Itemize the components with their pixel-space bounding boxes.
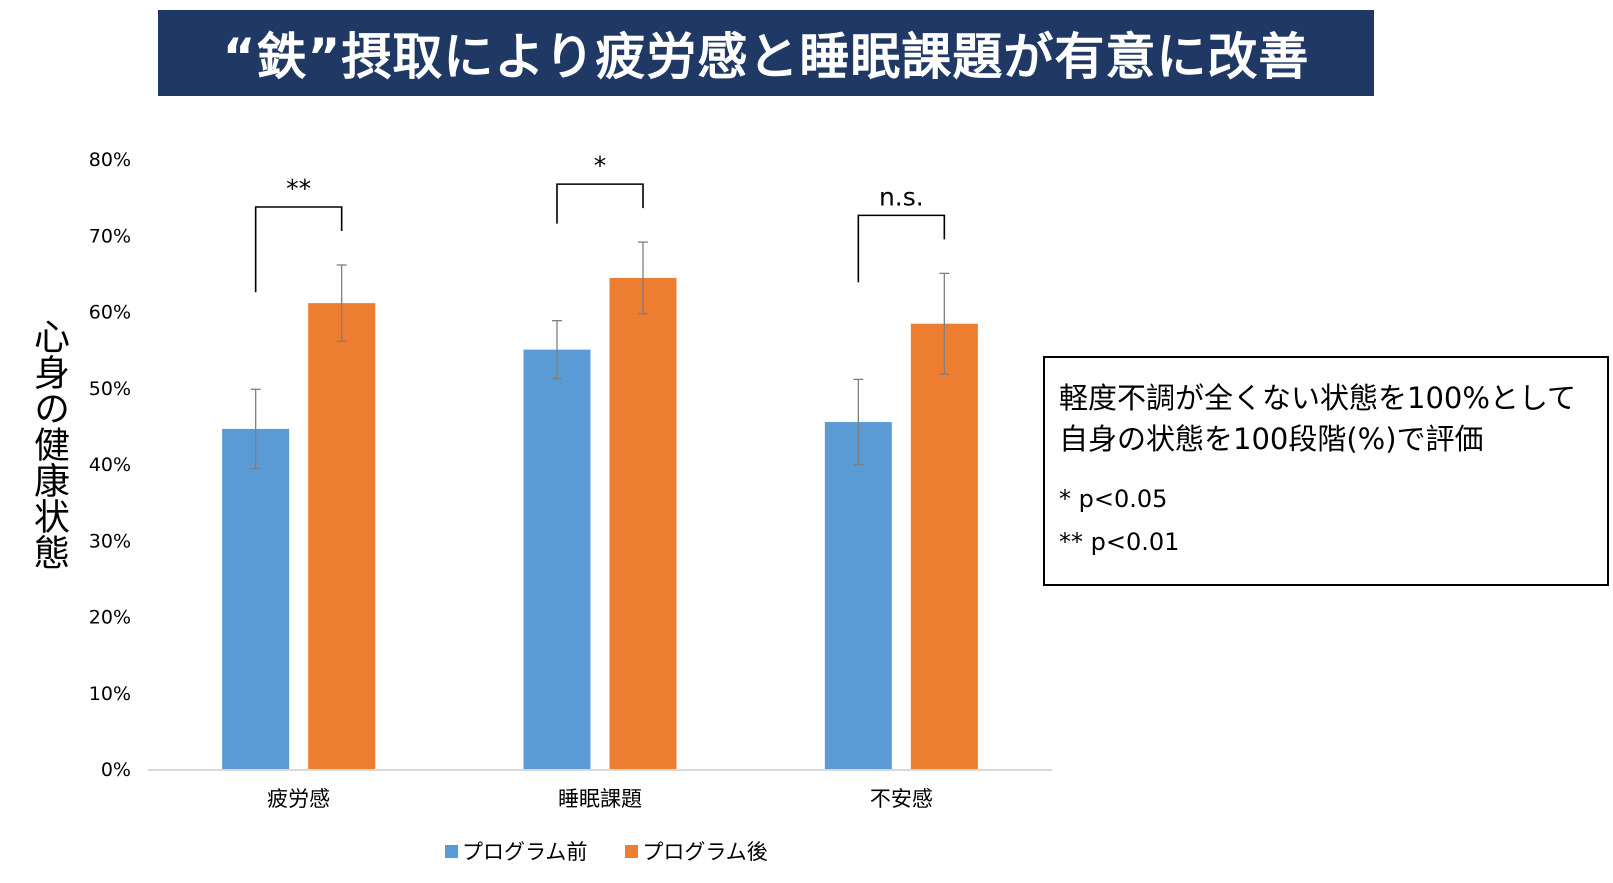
y-tick-label: 50% — [89, 378, 131, 400]
y-tick-label: 40% — [89, 454, 131, 476]
significance-label: * — [594, 151, 607, 180]
significance-note: * p<0.05 — [1059, 485, 1168, 513]
y-tick-label: 80% — [89, 149, 131, 171]
legend-swatch-after — [625, 844, 639, 858]
y-tick-label: 60% — [89, 302, 131, 324]
y-axis-label: 心身の健康状態 — [28, 318, 69, 570]
significance-note: ** p<0.01 — [1059, 528, 1180, 556]
y-tick-label: 0% — [101, 759, 131, 781]
bar — [523, 349, 591, 769]
x-tick-label: 疲労感 — [267, 787, 330, 811]
y-tick-label: 10% — [89, 683, 131, 705]
legend: プログラム前 プログラム後 — [445, 836, 806, 866]
legend-label-before: プログラム前 — [462, 840, 588, 864]
bar — [824, 422, 892, 769]
bar — [222, 428, 290, 769]
title-banner: “鉄”摂取により疲労感と睡眠課題が有意に改善 — [158, 10, 1374, 96]
significance-bracket — [556, 183, 644, 224]
bar — [609, 277, 677, 769]
significance-bracket — [254, 206, 343, 293]
legend-label-after: プログラム後 — [642, 840, 768, 864]
legend-swatch-before — [445, 844, 458, 858]
legend-item-before: プログラム前 — [445, 836, 587, 866]
y-tick-label: 30% — [89, 530, 131, 552]
note-line: 自身の状態を100段階(%)で評価 — [1059, 422, 1484, 456]
significance-label: n.s. — [879, 182, 924, 211]
bar — [308, 303, 376, 769]
x-tick-label: 睡眠課題 — [558, 787, 642, 811]
y-tick-label: 70% — [89, 225, 131, 247]
bar — [910, 323, 978, 769]
y-tick-label: 20% — [89, 607, 131, 629]
legend-item-after: プログラム後 — [625, 836, 768, 866]
note-box: 軽度不調が全くない状態を100%として 自身の状態を100段階(%)で評価 * … — [1043, 356, 1609, 586]
significance-label: ** — [286, 174, 311, 203]
x-tick-label: 不安感 — [870, 787, 933, 811]
page-title: “鉄”摂取により疲労感と睡眠課題が有意に改善 — [222, 28, 1310, 86]
note-line: 軽度不調が全くない状態を100%として — [1059, 381, 1577, 415]
significance-bracket — [857, 214, 946, 283]
